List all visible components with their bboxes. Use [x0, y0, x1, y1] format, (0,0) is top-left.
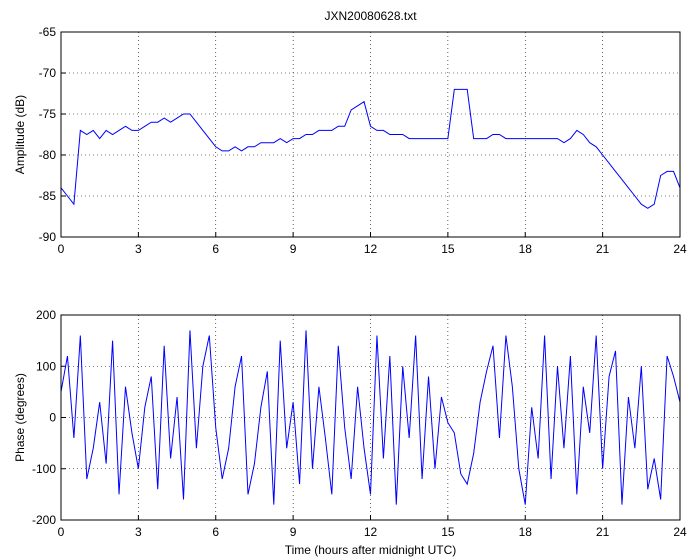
y-tick-label: 0: [49, 411, 56, 425]
y-tick-label: -85: [39, 189, 57, 203]
chart-title: JXN20080628.txt: [324, 9, 417, 23]
x-tick-label: 0: [58, 525, 65, 539]
x-tick-label: 24: [673, 242, 687, 256]
y-axis-label: Amplitude (dB): [13, 95, 27, 174]
x-tick-label: 3: [135, 242, 142, 256]
x-tick-label: 9: [290, 525, 297, 539]
x-tick-label: 3: [135, 525, 142, 539]
x-tick-label: 21: [596, 242, 610, 256]
data-line: [60, 330, 681, 505]
y-tick-label: -100: [32, 462, 56, 476]
x-axis-label: Time (hours after midnight UTC): [285, 543, 457, 557]
y-tick-label: -90: [39, 230, 57, 244]
x-tick-label: 15: [441, 242, 455, 256]
x-tick-label: 18: [519, 525, 533, 539]
x-tick-label: 12: [364, 242, 378, 256]
x-tick-label: 9: [290, 242, 297, 256]
x-tick-label: 6: [212, 242, 219, 256]
plot-area: [61, 32, 680, 237]
y-tick-label: -80: [39, 148, 57, 162]
data-line: [60, 88, 681, 209]
axes-frame: [60, 314, 681, 521]
y-tick-label: -70: [39, 66, 57, 80]
x-tick-label: 24: [673, 525, 687, 539]
y-tick-label: -65: [39, 25, 57, 39]
x-tick-label: 15: [441, 525, 455, 539]
y-tick-label: -75: [39, 107, 57, 121]
y-tick-label: 100: [36, 359, 56, 373]
y-axis-label: Phase (degrees): [13, 373, 27, 462]
x-tick-label: 6: [212, 525, 219, 539]
y-tick-label: -200: [32, 513, 56, 527]
x-tick-label: 12: [364, 525, 378, 539]
axes-frame: [60, 31, 681, 238]
y-tick-label: 200: [36, 308, 56, 322]
x-tick-label: 0: [58, 242, 65, 256]
x-tick-label: 21: [596, 525, 610, 539]
x-tick-label: 18: [519, 242, 533, 256]
